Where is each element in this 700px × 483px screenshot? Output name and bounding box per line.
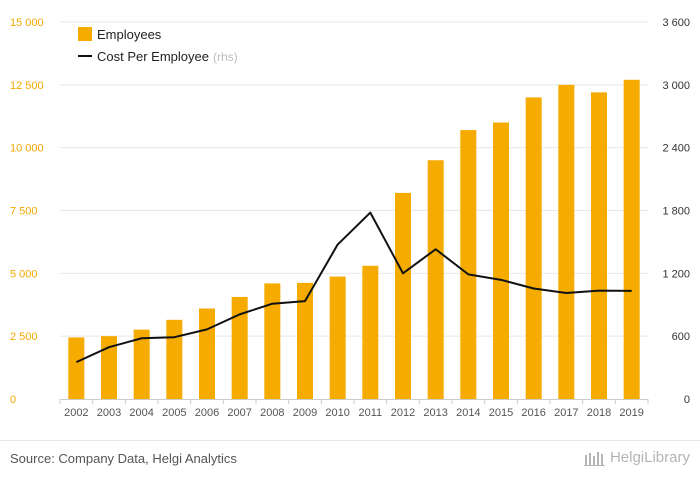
cost-per-employee-line xyxy=(75,211,632,364)
x-tick-label: 2014 xyxy=(456,407,480,419)
left-tick-label: 12 500 xyxy=(10,80,44,92)
right-tick-label: 0 xyxy=(684,394,690,406)
legend: Employees Cost Per Employee (rhs) xyxy=(78,27,238,64)
bar-2011 xyxy=(362,265,379,399)
x-tick-label: 2009 xyxy=(293,407,317,419)
source-note: Source: Company Data, Helgi Analytics xyxy=(10,451,237,466)
x-tick-label: 2019 xyxy=(619,407,643,419)
legend-rhs-note: (rhs) xyxy=(213,50,238,64)
legend-label-employees: Employees xyxy=(97,27,162,42)
bar-2019 xyxy=(623,79,640,399)
bar-2005 xyxy=(166,319,183,399)
footer-divider xyxy=(0,440,700,441)
bar-2004 xyxy=(133,329,150,399)
left-tick-label: 0 xyxy=(10,394,16,406)
bar-2009 xyxy=(297,282,313,399)
gridlines xyxy=(60,21,648,337)
bar-2006 xyxy=(199,308,215,399)
bar-2016 xyxy=(525,97,542,400)
left-tick-label: 15 000 xyxy=(10,17,44,29)
cost-per-employee-path xyxy=(75,211,632,364)
x-tick-label: 2007 xyxy=(227,407,251,419)
bar-2003 xyxy=(101,336,117,399)
right-tick-label: 1 200 xyxy=(662,268,690,280)
right-axis-ticks: 0 600 1 200 1 800 2 400 3 000 3 600 xyxy=(662,17,690,406)
bar-2007 xyxy=(231,296,248,399)
right-tick-label: 3 000 xyxy=(662,80,690,92)
bar-2018 xyxy=(591,92,607,399)
right-tick-label: 1 800 xyxy=(662,206,690,218)
left-axis-ticks: 0 2 500 5 000 7 500 10 000 12 500 15 000 xyxy=(10,17,44,406)
x-tick-label: 2013 xyxy=(423,407,447,419)
chart: 0 2 500 5 000 7 500 10 000 12 500 15 000 0 600 1… xyxy=(10,17,690,419)
left-tick-label: 5 000 xyxy=(10,268,38,280)
bar-2015 xyxy=(493,122,509,400)
library-icon xyxy=(583,451,605,466)
legend-label-cost-per-employee: Cost Per Employee (rhs) xyxy=(97,49,238,64)
x-tick-label: 2005 xyxy=(162,407,186,419)
bar-2014 xyxy=(460,130,477,399)
x-tick-label: 2006 xyxy=(195,407,219,419)
x-tick-label: 2015 xyxy=(489,407,513,419)
legend-swatch-employees xyxy=(78,27,92,41)
x-tick-label: 2012 xyxy=(391,407,415,419)
right-tick-label: 600 xyxy=(672,331,690,343)
x-tick-label: 2016 xyxy=(521,407,545,419)
bar-2002 xyxy=(68,337,85,399)
x-tick-label: 2018 xyxy=(587,407,611,419)
x-tick-label: 2004 xyxy=(129,407,153,419)
x-tick-label: 2011 xyxy=(359,407,383,419)
legend-label-cost-text: Cost Per Employee xyxy=(97,49,209,64)
right-tick-label: 3 600 xyxy=(662,17,690,29)
bar-2010 xyxy=(329,276,346,399)
x-tick-label: 2008 xyxy=(260,407,284,419)
bar-2008 xyxy=(264,283,281,399)
x-axis: 2002 2003 2004 2005 2006 2007 2008 2009 2010 2011… xyxy=(59,399,649,419)
x-tick-label: 2010 xyxy=(325,407,349,419)
brand-name: HelgiLibrary xyxy=(609,449,690,466)
bar-2017 xyxy=(558,84,575,399)
left-tick-label: 10 000 xyxy=(10,143,44,155)
brand-logo[interactable]: HelgiLibrary xyxy=(583,449,690,466)
x-tick-label: 2017 xyxy=(554,407,578,419)
employees-bars xyxy=(68,79,640,400)
x-tick-label: 2003 xyxy=(97,407,121,419)
left-tick-label: 2 500 xyxy=(10,331,38,343)
bar-2012 xyxy=(395,192,411,399)
right-tick-label: 2 400 xyxy=(662,143,690,155)
x-tick-label: 2002 xyxy=(64,407,88,419)
bar-2013 xyxy=(427,160,444,399)
left-tick-label: 7 500 xyxy=(10,206,38,218)
